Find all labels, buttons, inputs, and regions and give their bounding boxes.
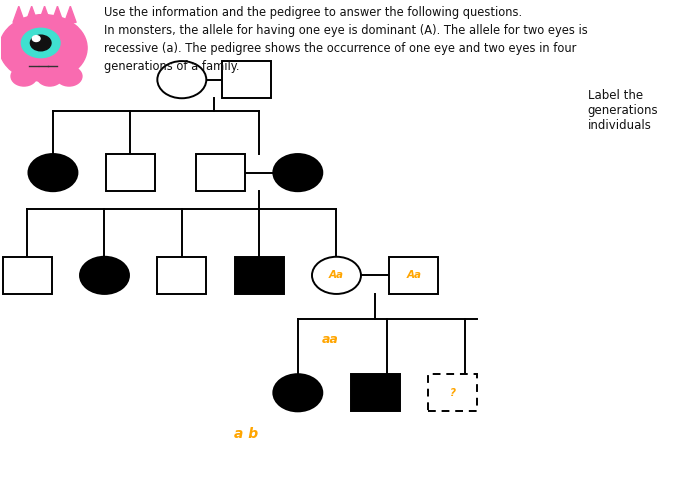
Text: Aa: Aa xyxy=(406,270,421,280)
Circle shape xyxy=(158,61,206,98)
Text: Use the information and the pedigree to answer the following questions.
In monst: Use the information and the pedigree to … xyxy=(105,6,588,73)
Text: Aa: Aa xyxy=(329,270,344,280)
Text: Label the
generations
individuals: Label the generations individuals xyxy=(588,90,658,132)
Polygon shape xyxy=(39,6,51,23)
Circle shape xyxy=(312,257,361,294)
Circle shape xyxy=(273,374,323,411)
Text: a b: a b xyxy=(234,428,258,441)
FancyBboxPatch shape xyxy=(3,257,51,294)
Circle shape xyxy=(56,66,82,86)
Polygon shape xyxy=(51,6,63,23)
Circle shape xyxy=(21,29,60,58)
Text: ?: ? xyxy=(449,388,456,398)
Circle shape xyxy=(0,15,87,81)
Text: aa: aa xyxy=(322,333,338,346)
Circle shape xyxy=(37,66,62,86)
FancyBboxPatch shape xyxy=(235,257,284,294)
FancyBboxPatch shape xyxy=(196,154,245,191)
Circle shape xyxy=(30,35,51,51)
FancyBboxPatch shape xyxy=(105,154,155,191)
Circle shape xyxy=(29,154,77,191)
FancyBboxPatch shape xyxy=(428,374,477,411)
Circle shape xyxy=(273,154,323,191)
Circle shape xyxy=(11,66,37,86)
Polygon shape xyxy=(64,6,76,23)
FancyBboxPatch shape xyxy=(351,374,399,411)
Circle shape xyxy=(32,35,40,41)
FancyBboxPatch shape xyxy=(158,257,206,294)
FancyBboxPatch shape xyxy=(222,61,271,98)
Polygon shape xyxy=(13,6,25,23)
Polygon shape xyxy=(26,6,38,23)
Circle shape xyxy=(80,257,129,294)
FancyBboxPatch shape xyxy=(389,257,438,294)
